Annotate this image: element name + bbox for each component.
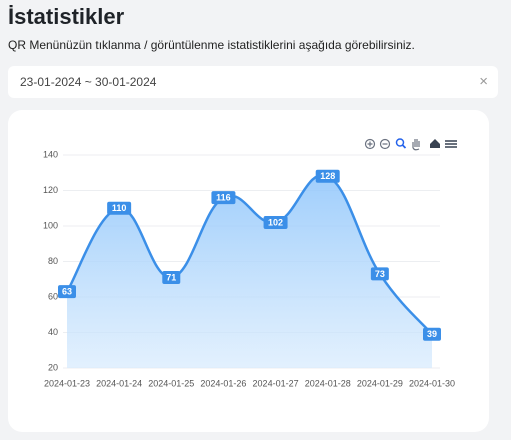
- value-label: 110: [112, 203, 127, 213]
- y-tick-label: 80: [48, 256, 58, 266]
- value-label-box: [58, 285, 76, 299]
- y-tick-label: 140: [43, 149, 58, 159]
- value-label: 39: [427, 329, 437, 339]
- value-label: 71: [166, 272, 176, 282]
- value-label: 128: [320, 171, 335, 181]
- x-tick-label: 2024-01-27: [253, 378, 299, 388]
- zoom-out-icon[interactable]: [379, 138, 391, 150]
- date-range-text: 23-01-2024 ~ 30-01-2024: [20, 75, 157, 89]
- value-label: 116: [216, 192, 231, 202]
- value-label-box: [423, 327, 441, 341]
- page-subtitle: QR Menünüzün tıklanma / görüntülenme ist…: [8, 38, 415, 52]
- zoom-in-icon[interactable]: [364, 138, 376, 150]
- value-label-box: [211, 191, 236, 205]
- menu-icon[interactable]: [445, 140, 457, 148]
- x-tick-label: 2024-01-28: [305, 378, 351, 388]
- value-label-box: [162, 270, 181, 284]
- y-tick-label: 20: [48, 362, 58, 372]
- x-tick-label: 2024-01-24: [96, 378, 142, 388]
- value-label-box: [370, 267, 389, 281]
- reset-icon[interactable]: [430, 139, 440, 148]
- y-tick-label: 100: [43, 220, 58, 230]
- value-label: 73: [375, 269, 385, 279]
- value-label: 102: [268, 217, 283, 227]
- clear-button[interactable]: ×: [479, 73, 488, 90]
- toolbar: [364, 138, 457, 151]
- value-label-box: [315, 169, 340, 183]
- value-label: 63: [62, 287, 72, 297]
- date-range-picker[interactable]: 23-01-2024 ~ 30-01-2024 ×: [8, 66, 498, 98]
- value-label-box: [263, 215, 288, 229]
- zoom-select-icon[interactable]: [395, 138, 407, 149]
- y-tick-label: 60: [48, 291, 58, 301]
- x-tick-label: 2024-01-26: [200, 378, 246, 388]
- pan-icon[interactable]: [412, 139, 420, 151]
- area: [67, 174, 432, 368]
- y-tick-label: 120: [43, 185, 58, 195]
- y-tick-label: 40: [48, 327, 58, 337]
- x-tick-label: 2024-01-23: [44, 378, 90, 388]
- value-label-box: [107, 201, 132, 215]
- page-title: İstatistikler: [8, 4, 125, 29]
- x-tick-label: 2024-01-30: [409, 378, 455, 388]
- x-tick-label: 2024-01-25: [148, 378, 194, 388]
- x-tick-label: 2024-01-29: [357, 378, 403, 388]
